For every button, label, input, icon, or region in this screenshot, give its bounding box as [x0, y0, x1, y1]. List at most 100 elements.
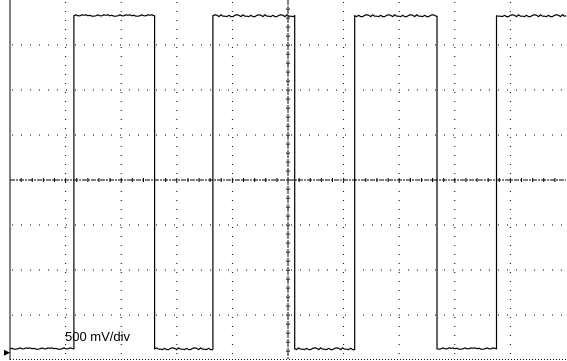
grid-dot — [48, 269, 49, 271]
graticule — [12, 2, 562, 354]
bottom-frame-dot — [202, 359, 203, 360]
grid-dot — [65, 209, 67, 210]
grid-dot — [246, 224, 247, 226]
grid-dot — [201, 314, 202, 316]
grid-dot — [120, 335, 122, 336]
grid-dot — [65, 155, 67, 156]
grid-dot — [219, 134, 220, 136]
grid-dot — [120, 263, 122, 264]
grid-dot — [57, 134, 58, 136]
grid-dot — [343, 299, 345, 300]
grid-dot — [237, 44, 238, 46]
grid-dot — [228, 224, 229, 226]
grid-dot — [343, 173, 345, 174]
bottom-frame-dot — [463, 359, 464, 360]
grid-dot — [176, 335, 178, 336]
grid-dot — [399, 44, 400, 46]
grid-dot — [543, 134, 544, 136]
grid-dot — [65, 272, 67, 273]
grid-dot — [174, 44, 175, 46]
grid-dot — [417, 224, 418, 226]
grid-dot — [561, 224, 562, 226]
grid-dot — [120, 269, 121, 271]
grid-dot — [435, 179, 436, 181]
grid-dot — [498, 44, 499, 46]
bottom-frame-dot — [529, 359, 530, 360]
bottom-frame-dot — [19, 359, 20, 360]
grid-dot — [102, 134, 103, 136]
grid-dot — [399, 224, 400, 226]
bottom-frame-dot — [61, 359, 62, 360]
grid-dot — [39, 134, 40, 136]
grid-dot — [480, 269, 481, 271]
bottom-frame-dot — [247, 359, 248, 360]
bottom-frame-dot — [433, 359, 434, 360]
grid-dot — [343, 218, 345, 219]
grid-dot — [287, 47, 289, 48]
grid-dot — [65, 227, 67, 228]
bottom-frame-dot — [286, 359, 287, 360]
grid-dot — [525, 179, 526, 181]
grid-dot — [147, 314, 148, 316]
grid-dot — [176, 281, 178, 282]
grid-dot — [381, 179, 382, 181]
grid-dot — [65, 20, 67, 21]
grid-dot — [343, 353, 345, 354]
bottom-frame-dot — [250, 359, 251, 360]
grid-dot — [48, 224, 49, 226]
grid-dot — [561, 269, 562, 271]
grid-dot — [231, 245, 233, 246]
grid-dot — [398, 263, 400, 264]
bottom-frame-dot — [478, 359, 479, 360]
grid-dot — [300, 134, 301, 136]
grid-dot — [176, 299, 178, 300]
bottom-frame-dot — [436, 359, 437, 360]
grid-dot — [489, 269, 490, 271]
grid-dot — [516, 179, 517, 181]
grid-dot — [183, 224, 184, 226]
grid-dot — [454, 263, 456, 264]
bottom-frame-dot — [274, 359, 275, 360]
grid-dot — [120, 224, 121, 226]
grid-dot — [287, 137, 289, 138]
grid-dot — [480, 89, 481, 91]
bottom-frame-dot — [502, 359, 503, 360]
grid-dot — [509, 326, 511, 327]
grid-dot — [138, 269, 139, 271]
grid-dot — [291, 224, 292, 226]
grid-dot — [30, 89, 31, 91]
bottom-frame-dot — [442, 359, 443, 360]
grid-dot — [454, 47, 456, 48]
bottom-frame-dot — [91, 359, 92, 360]
grid-dot — [231, 11, 233, 12]
grid-dot — [219, 44, 220, 46]
bottom-frame-dot — [364, 359, 365, 360]
grid-dot — [399, 314, 400, 316]
grid-dot — [273, 224, 274, 226]
bottom-frame-dot — [268, 359, 269, 360]
grid-dot — [287, 92, 289, 93]
grid-dot — [84, 44, 85, 46]
grid-dot — [454, 200, 456, 201]
grid-dot — [543, 314, 544, 316]
grid-dot — [120, 236, 122, 237]
grid-dot — [65, 263, 67, 264]
grid-dot — [372, 179, 373, 181]
grid-dot — [176, 29, 178, 30]
grid-dot — [480, 314, 481, 316]
grid-dot — [120, 290, 122, 291]
bottom-frame-dot — [343, 359, 344, 360]
grid-dot — [102, 314, 103, 316]
grid-dot — [509, 182, 511, 183]
grid-dot — [343, 200, 345, 201]
grid-dot — [454, 146, 456, 147]
grid-dot — [287, 20, 289, 21]
grid-dot — [309, 44, 310, 46]
grid-dot — [120, 326, 122, 327]
grid-dot — [507, 89, 508, 91]
grid-dot — [408, 314, 409, 316]
grid-dot — [398, 218, 400, 219]
grid-dot — [65, 353, 67, 354]
grid-dot — [231, 74, 233, 75]
grid-dot — [398, 128, 400, 129]
